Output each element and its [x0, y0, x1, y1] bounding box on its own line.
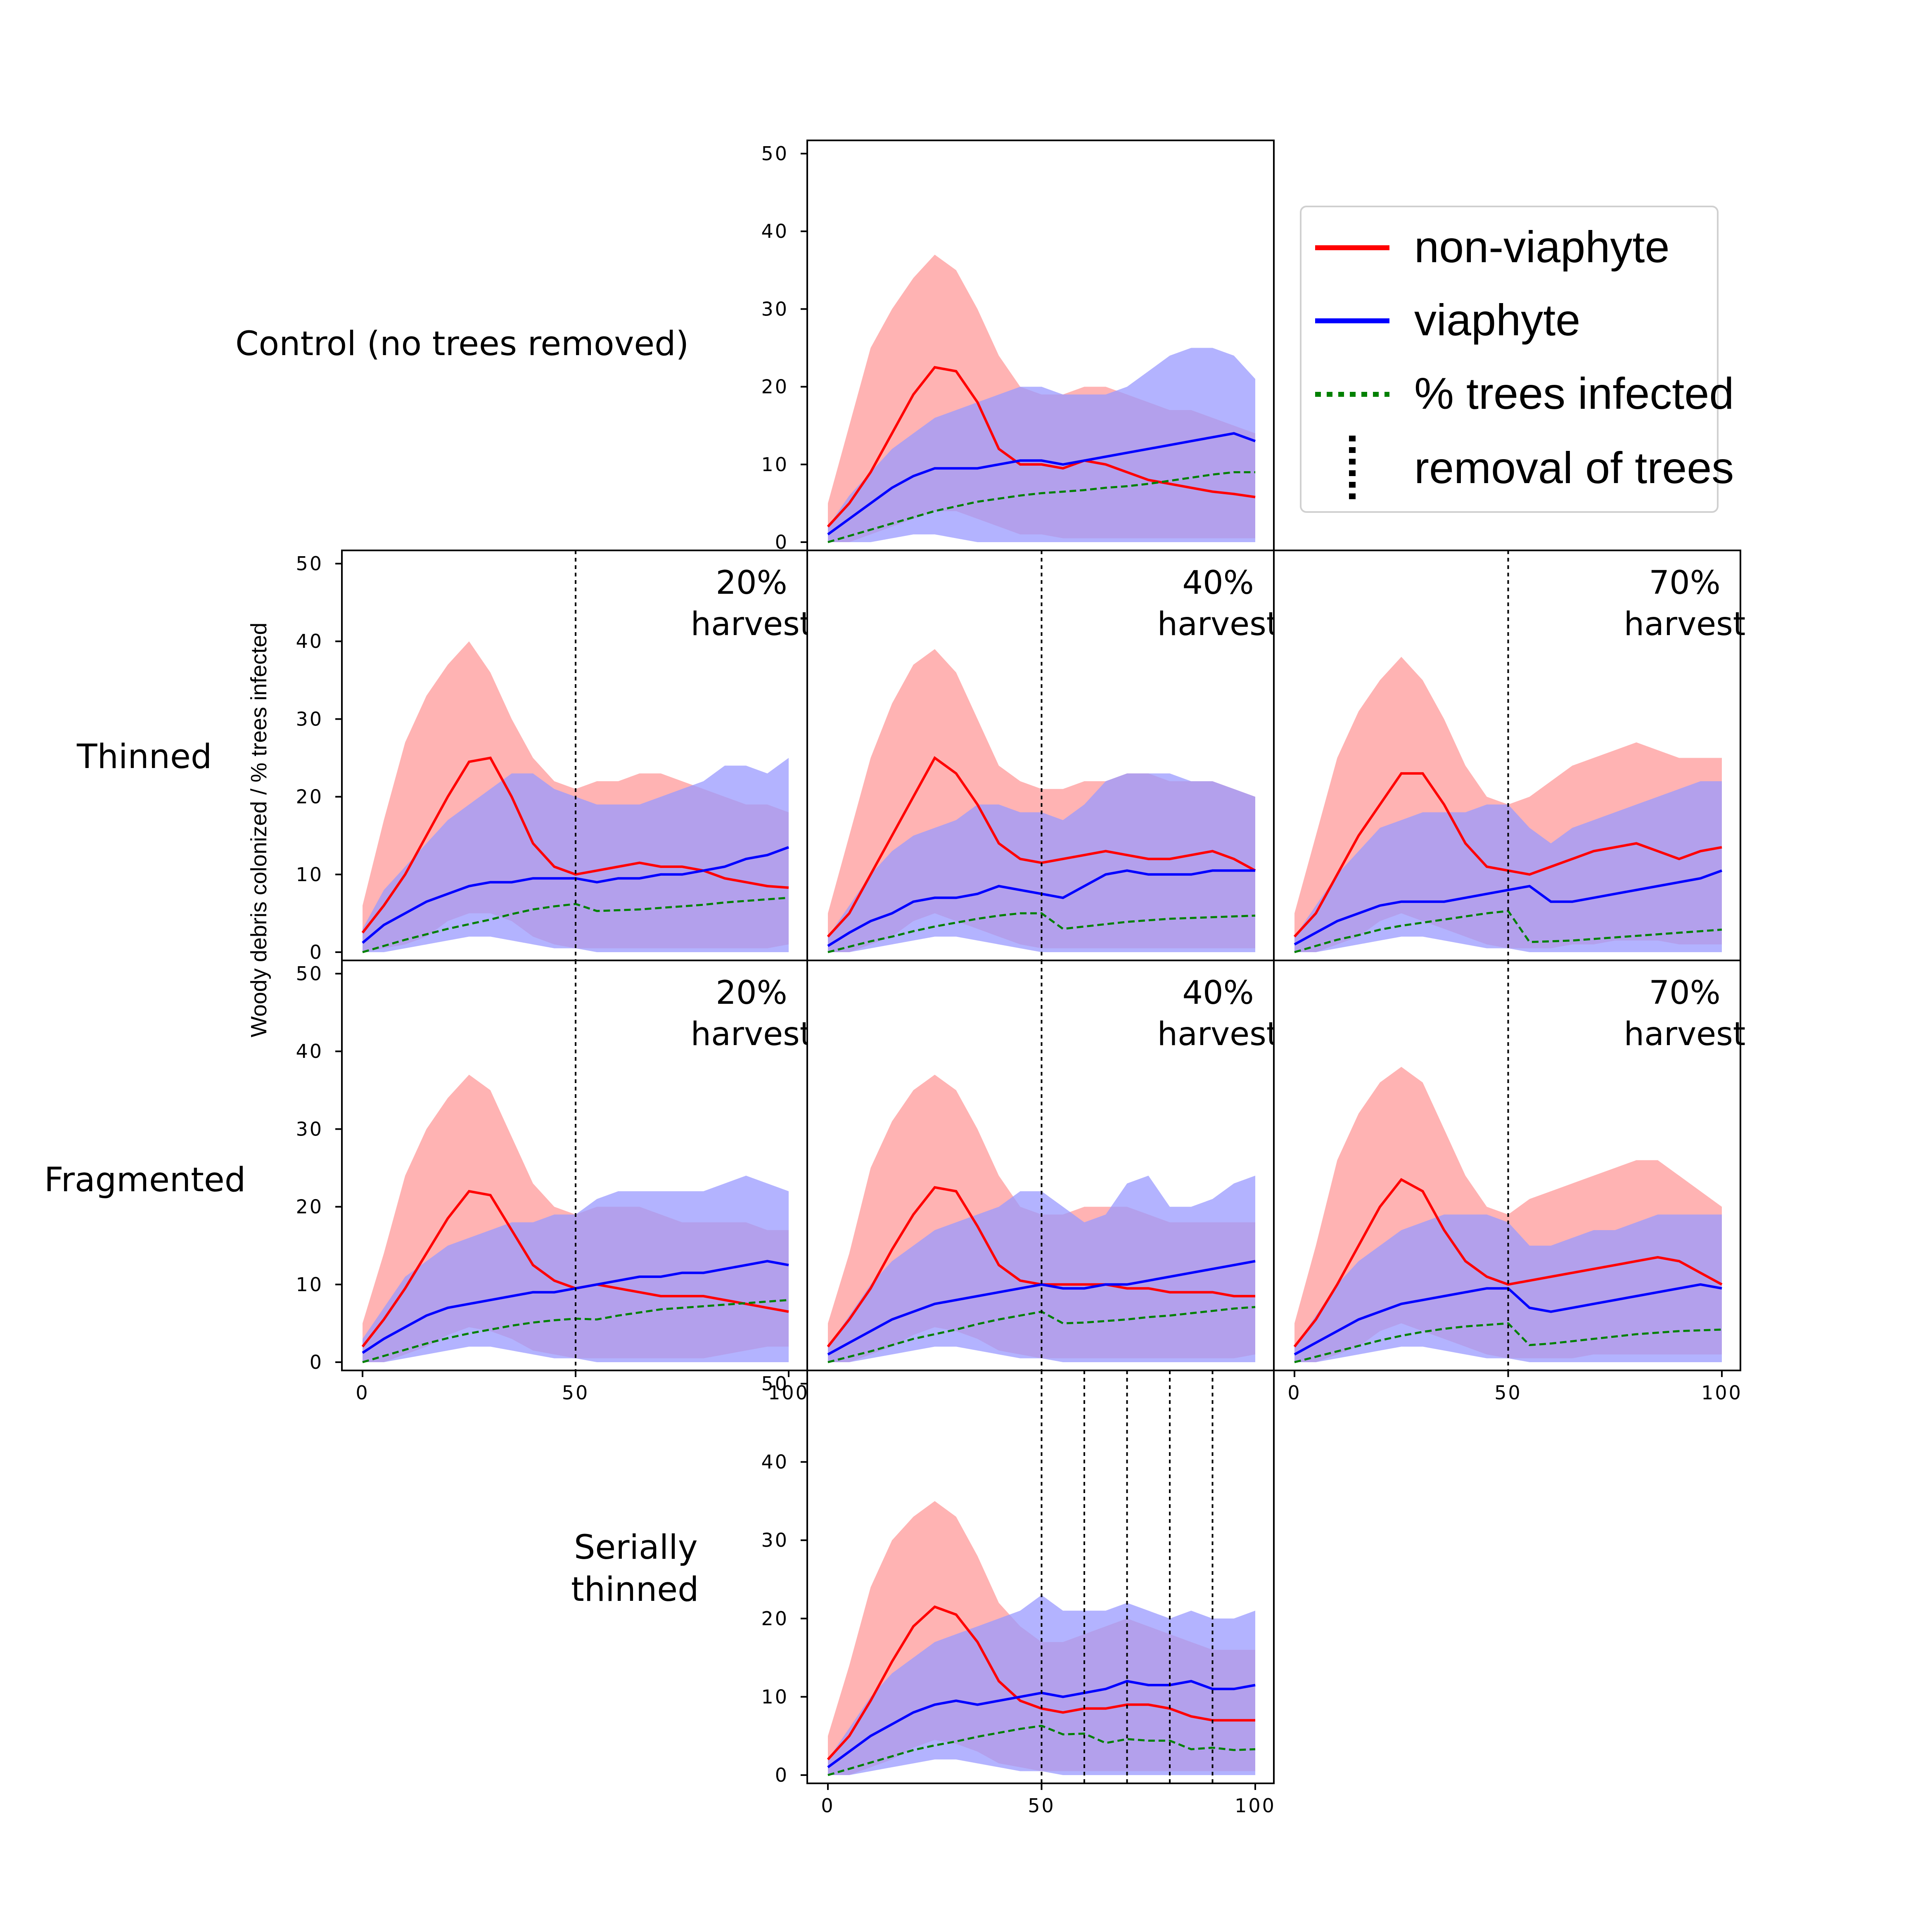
nonviaphyte-line [361, 756, 789, 934]
row-label-fragmented: Fragmented [44, 1161, 246, 1199]
trees-infected-line [362, 896, 789, 953]
x-tick-label: 100 [1235, 1795, 1276, 1817]
y-tick-label: 50 [296, 962, 323, 985]
x-tick-label: 100 [768, 1382, 809, 1404]
legend-label-nonviaphyte: non-viaphyte [1414, 222, 1669, 272]
y-tick-label: 20 [296, 786, 323, 808]
harvest-annotation: harvest [1624, 606, 1746, 643]
legend-label-trees-infected: % trees infected [1414, 368, 1734, 418]
panel-thinned-20: 0 10 20 30 40 50 20% harvest [296, 550, 812, 963]
y-tick-label: 10 [296, 863, 323, 886]
y-tick-label: 0 [310, 1351, 323, 1373]
y-tick-label: 40 [761, 1451, 789, 1473]
y-tick-label: 40 [761, 220, 789, 242]
y-tick-label: 0 [310, 941, 323, 963]
y-tick-label: 30 [761, 298, 789, 320]
y-tick-label: 0 [775, 1764, 789, 1786]
x-tick-label: 0 [356, 1382, 369, 1404]
nonviaphyte-line [1293, 1178, 1723, 1348]
x-tick-label: 0 [821, 1795, 834, 1817]
harvest-annotation: harvest [1157, 606, 1279, 643]
viaphyte-band [363, 1176, 789, 1362]
harvest-annotation: harvest [691, 606, 813, 643]
legend-label-removal: removal of trees [1414, 443, 1734, 493]
y-tick-label: 30 [761, 1529, 789, 1551]
harvest-annotation: harvest [691, 1016, 813, 1053]
y-tick-label: 20 [761, 376, 789, 398]
panel-frame [1273, 960, 1741, 1371]
panel-frame [806, 1370, 1275, 1784]
y-tick-label: 30 [296, 1118, 323, 1140]
harvest-annotation: 70% [1649, 974, 1720, 1012]
harvest-annotation: harvest [1624, 1016, 1746, 1053]
row-label-control: Control (no trees removed) [235, 325, 689, 363]
y-tick-label: 20 [761, 1607, 789, 1630]
panels: 010203040500102030405020%harvest40%harve… [296, 140, 1745, 1817]
y-tick-label: 50 [296, 552, 323, 575]
viaphyte-line [827, 432, 1256, 536]
trees-infected-line [827, 1725, 1256, 1776]
harvest-annotation: 70% [1649, 564, 1720, 602]
y-tick-label: 50 [761, 1373, 789, 1395]
x-tick-label: 50 [562, 1382, 590, 1404]
x-tick-label: 100 [1701, 1382, 1742, 1404]
harvest-annotation: harvest [1157, 1016, 1279, 1053]
trees-infected-line [1294, 910, 1722, 953]
harvest-annotation: 40% [1182, 564, 1254, 602]
panel-fragmented-70: 0 50 100 70% harvest [1273, 960, 1746, 1404]
harvest-annotation: 20% [716, 564, 787, 602]
y-tick-label: 50 [761, 142, 789, 165]
viaphyte-band [828, 348, 1255, 542]
legend: non-viaphyte viaphyte % trees infected r… [1300, 206, 1734, 513]
x-tick-label: 50 [1494, 1382, 1522, 1404]
panel-thinned-70: 70% harvest [1273, 550, 1746, 961]
harvest-annotation: 40% [1182, 974, 1254, 1012]
viaphyte-band [1294, 781, 1722, 952]
panel-fragmented-40: 40% harvest [806, 960, 1279, 1371]
x-tick-label: 50 [1028, 1795, 1055, 1817]
y-tick-label: 30 [296, 708, 323, 730]
y-tick-label: 10 [761, 1685, 789, 1708]
legend-label-viaphyte: viaphyte [1414, 295, 1580, 345]
trees-infected-line [827, 471, 1255, 543]
y-tick-label: 10 [761, 453, 789, 476]
panel-thinned-40: 40% harvest [806, 550, 1279, 961]
viaphyte-band [828, 1176, 1255, 1362]
y-tick-label: 10 [296, 1273, 323, 1296]
viaphyte-band [363, 758, 789, 952]
legend-frame [1300, 206, 1719, 513]
y-axis-label: Woody debris colonized / % trees infecte… [247, 623, 271, 1038]
y-tick-label: 40 [296, 1040, 323, 1062]
row-label-thinned-serial: thinned [571, 1570, 699, 1609]
harvest-annotation: 20% [716, 974, 787, 1012]
y-tick-label: 20 [296, 1196, 323, 1218]
nonviaphyte-line [827, 366, 1256, 528]
row-label-thinned: Thinned [76, 737, 212, 776]
x-tick-label: 0 [1287, 1382, 1301, 1404]
trees-infected-line [1294, 1322, 1722, 1363]
y-tick-label: 40 [296, 630, 323, 652]
viaphyte-line [1294, 869, 1723, 946]
trees-infected-line [827, 912, 1256, 953]
viaphyte-line [827, 1260, 1256, 1356]
row-label-serially: Serially [574, 1528, 698, 1567]
